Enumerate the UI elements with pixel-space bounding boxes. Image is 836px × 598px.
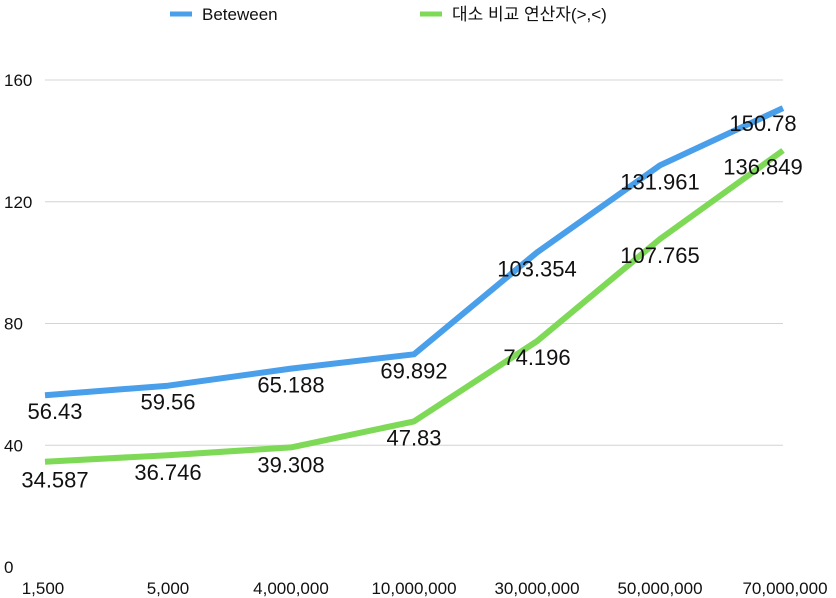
y-tick-label: 40	[4, 436, 23, 455]
data-label-s1: 47.83	[386, 425, 441, 450]
y-tick-label: 160	[4, 71, 32, 90]
data-label-s0: 59.56	[140, 390, 195, 415]
x-tick-label: 70,000,000	[742, 579, 827, 598]
series-lines	[44, 105, 785, 465]
data-label-s0: 69.892	[380, 358, 447, 383]
y-tick-label: 120	[4, 193, 32, 212]
data-label-s1: 107.765	[620, 243, 700, 268]
y-tick-label: 80	[4, 315, 23, 334]
y-tick-label: 0	[4, 558, 13, 577]
data-labels: 56.43 59.56 65.188 69.892 103.354 131.961 150.…	[21, 111, 802, 493]
data-label-s1: 34.587	[21, 468, 88, 493]
x-tick-label: 50,000,000	[617, 579, 702, 598]
x-tick-label: 1,500	[22, 579, 65, 598]
legend-label-beteween: Beteween	[202, 5, 278, 24]
x-tick-label: 10,000,000	[371, 579, 456, 598]
x-axis: 1,500 5,000 4,000,000 10,000,000 30,000,000 5…	[22, 579, 828, 598]
gridlines	[45, 79, 783, 446]
series-line-0	[44, 105, 785, 399]
data-label-s0: 131.961	[620, 169, 700, 194]
data-label-s1: 36.746	[134, 460, 201, 485]
y-axis: 0 40 80 120 160	[4, 71, 32, 577]
x-tick-label: 5,000	[147, 579, 190, 598]
x-tick-label: 4,000,000	[253, 579, 329, 598]
data-label-s0: 65.188	[257, 373, 324, 398]
series-line-1	[44, 148, 785, 465]
legend-label-comparison: 대소 비교 연산자(>,<)	[452, 5, 607, 24]
data-label-s0: 103.354	[497, 256, 577, 281]
data-label-s1: 74.196	[503, 345, 570, 370]
x-tick-label: 30,000,000	[494, 579, 579, 598]
legend: Beteween 대소 비교 연산자(>,<)	[170, 5, 607, 24]
data-label-s1: 39.308	[257, 452, 324, 477]
data-label-s0: 56.43	[27, 399, 82, 424]
data-label-s0: 150.78	[729, 111, 796, 136]
data-label-s1: 136.849	[723, 154, 803, 179]
